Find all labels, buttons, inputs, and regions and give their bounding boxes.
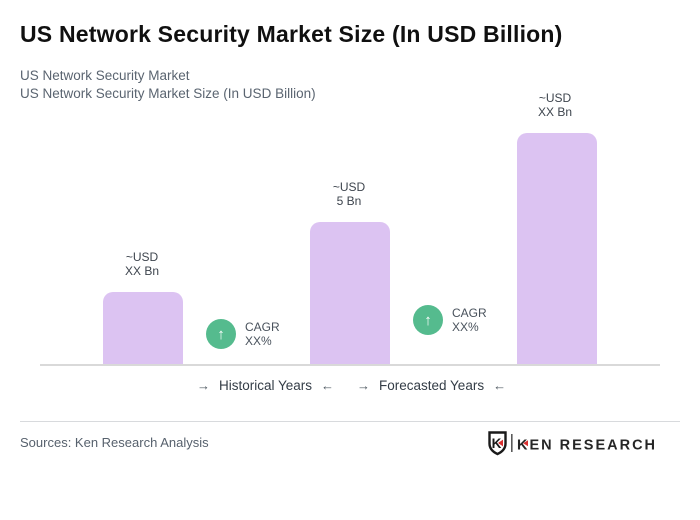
ken-research-logo: K KEN RESEARCH (487, 430, 659, 457)
page-title: US Network Security Market Size (In USD … (20, 21, 563, 47)
x-axis-baseline (40, 364, 660, 366)
bar1-value-line2: XX Bn (124, 264, 160, 278)
left-arrow-icon: ← (493, 378, 507, 393)
bar-historical-start (103, 292, 183, 364)
cagr-annotation: CAGR XX% (452, 306, 487, 334)
axis-group-historical: → Historical Years ← (197, 378, 334, 393)
chart-subtitle: US Network Security Market US Network Se… (20, 67, 316, 103)
bar3-value-line1: ~USD (538, 91, 572, 105)
right-arrow-icon: → (357, 378, 370, 393)
logo-wordmark: KEN RESEARCH (517, 438, 657, 454)
up-arrow-glyph: ↑ (217, 325, 225, 343)
growth-up-arrow-icon: ↑ (206, 319, 236, 349)
bar-value-label: ~USD XX Bn (82, 250, 202, 278)
axis-group-forecasted: → Forecasted Years ← (357, 378, 506, 393)
bar-historical-end (310, 222, 390, 364)
logo-red-triangle (498, 439, 503, 447)
shield-k-icon: K (488, 431, 507, 456)
bar2-value-line2: 5 Bn (336, 194, 362, 208)
cagr2-label: CAGR (452, 306, 487, 320)
bar2-value-line1: ~USD (332, 180, 366, 194)
cagr2-value: XX% (452, 320, 479, 334)
bar-forecast (517, 133, 597, 364)
bar-value-label: ~USD XX Bn (495, 91, 615, 119)
footer-divider (20, 421, 680, 422)
svg-text:K: K (492, 436, 502, 451)
logo-separator (511, 434, 513, 452)
sources-note: Sources: Ken Research Analysis (20, 435, 209, 450)
axis-group-label: Historical Years (219, 378, 313, 393)
cagr1-label: CAGR (245, 320, 280, 334)
left-arrow-icon: ← (321, 378, 335, 393)
bar-value-label: ~USD 5 Bn (289, 180, 409, 208)
subtitle-line-2: US Network Security Market Size (In USD … (20, 86, 316, 101)
cagr1-value: XX% (245, 334, 272, 348)
logo-red-triangle-wordmark (523, 440, 528, 447)
cagr-annotation: CAGR XX% (245, 320, 280, 348)
subtitle-line-1: US Network Security Market (20, 68, 190, 83)
bar3-value-line2: XX Bn (537, 105, 573, 119)
bar1-value-line1: ~USD (125, 250, 159, 264)
growth-up-arrow-icon: ↑ (413, 305, 443, 335)
up-arrow-glyph: ↑ (424, 311, 432, 329)
axis-group-label: Forecasted Years (379, 378, 485, 393)
right-arrow-icon: → (197, 378, 210, 393)
